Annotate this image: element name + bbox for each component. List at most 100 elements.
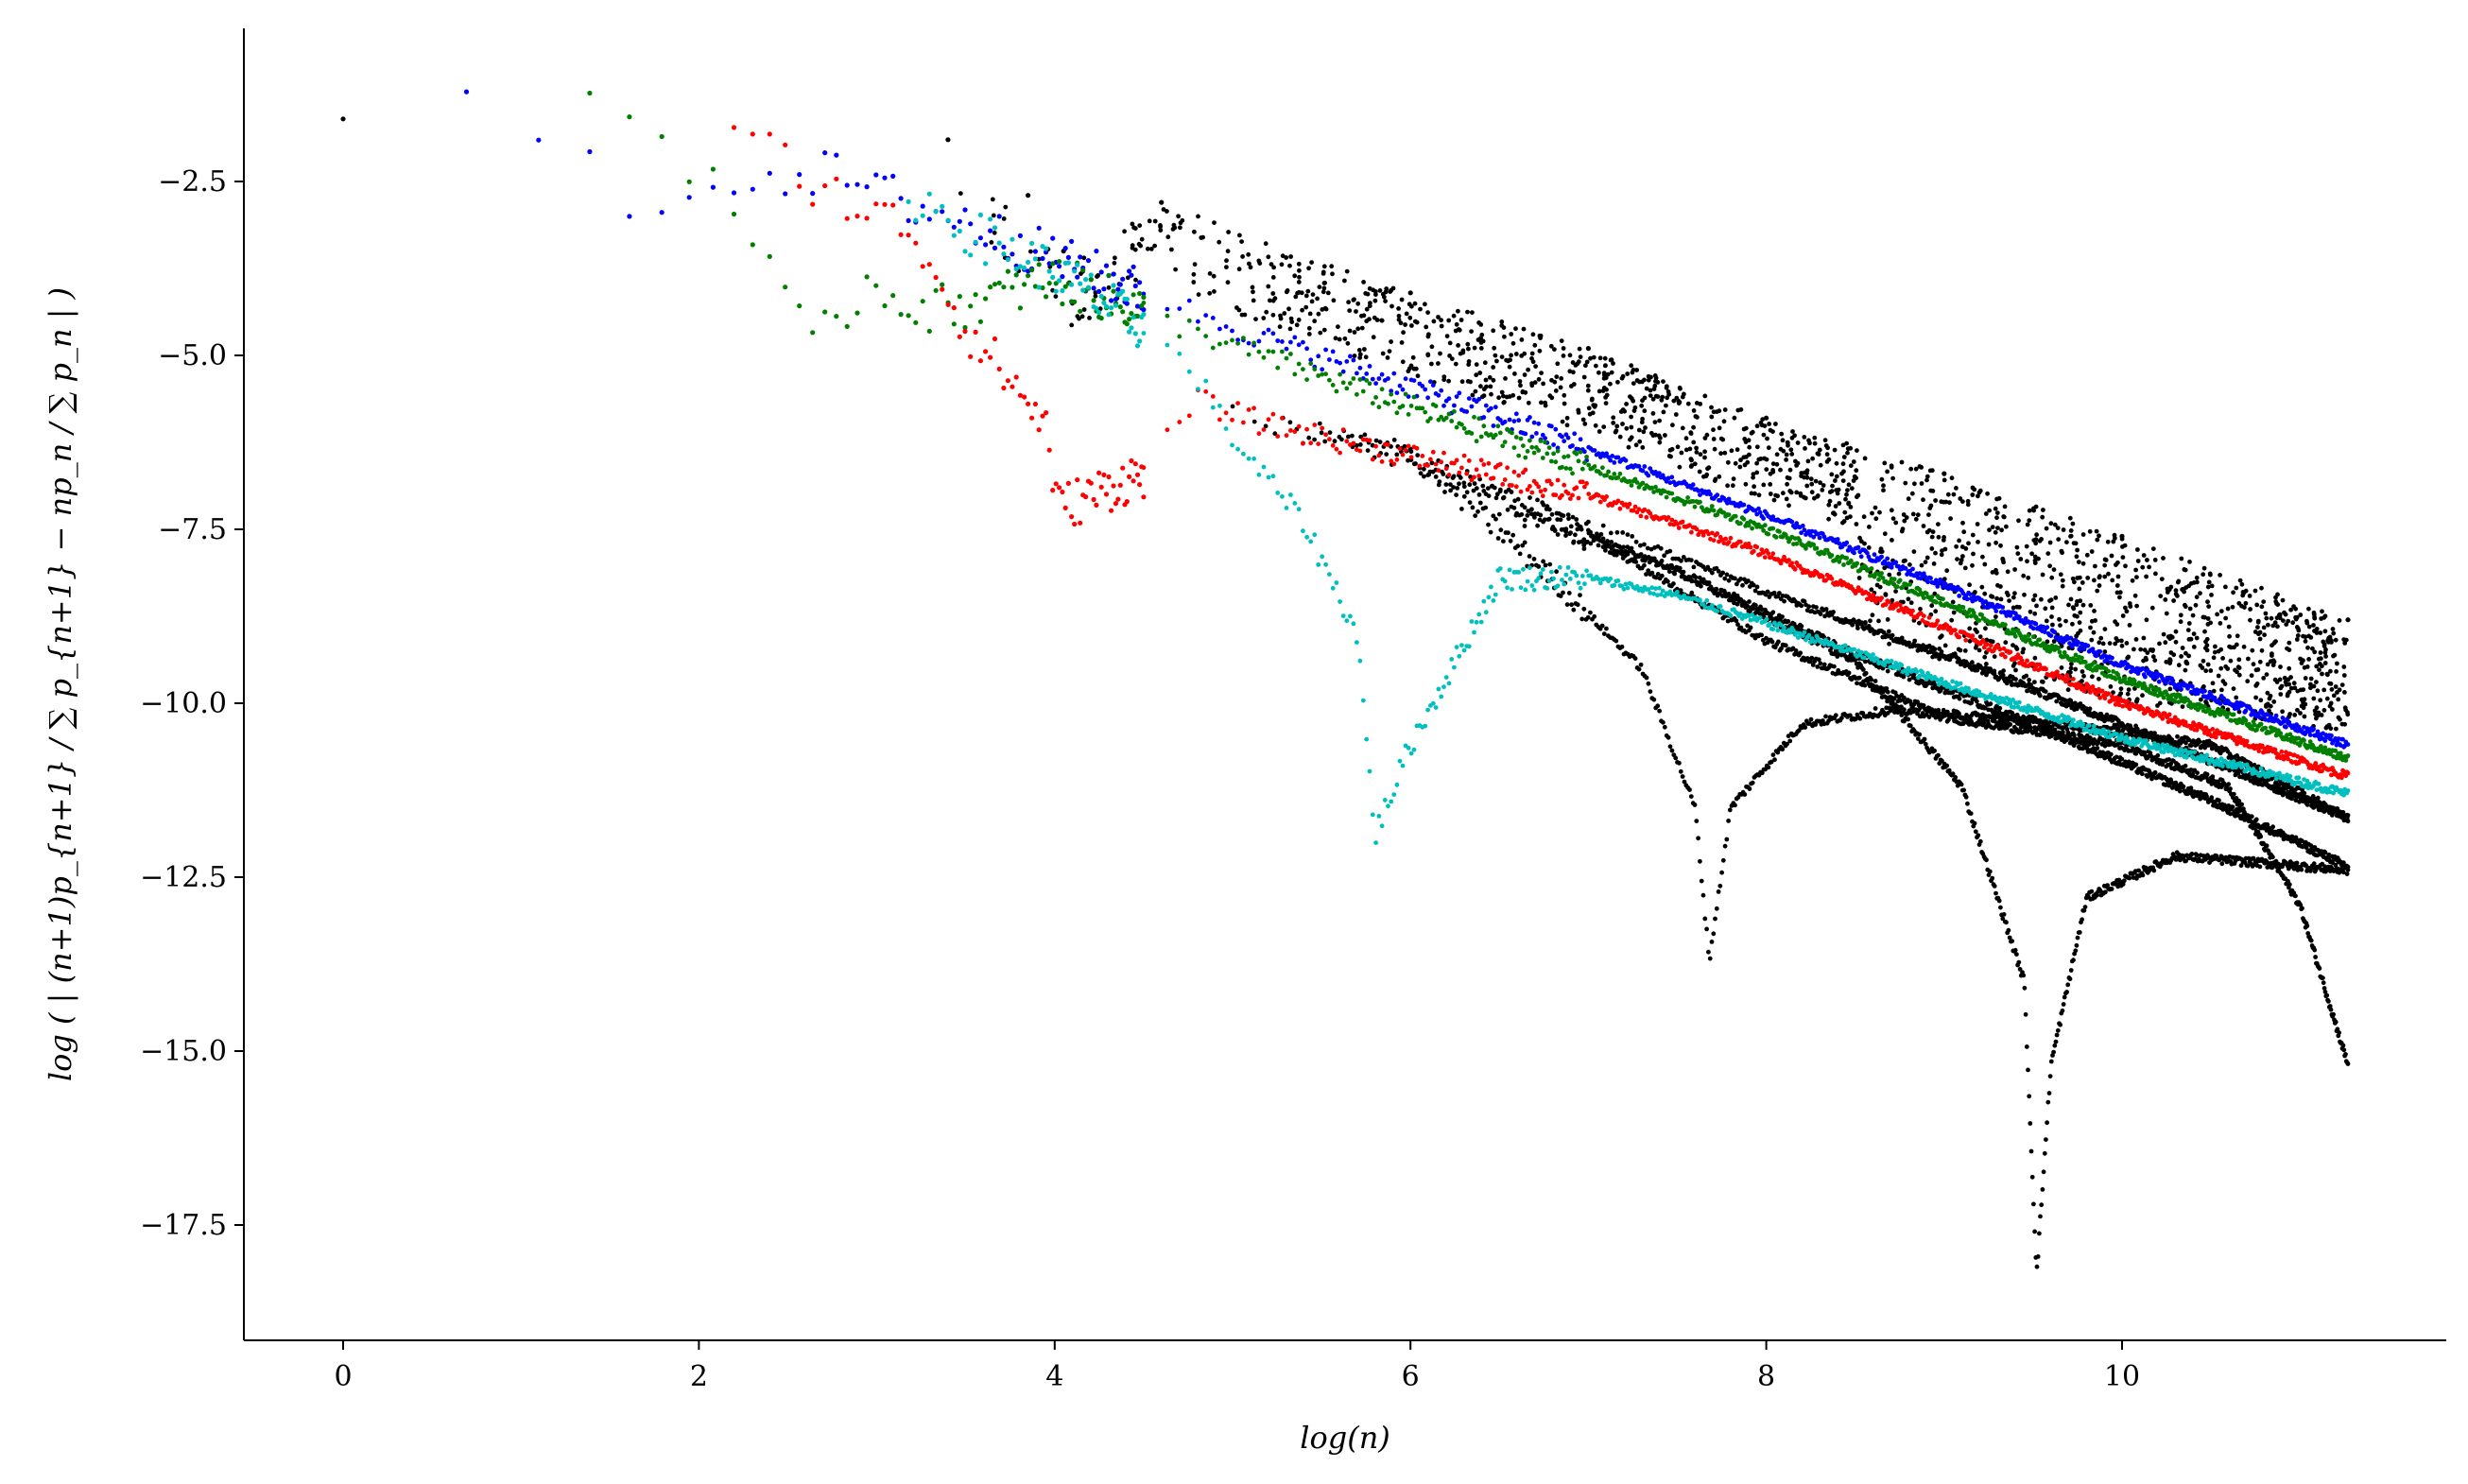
black-data-point [1246, 251, 1251, 257]
black-data-point [1533, 364, 1538, 369]
black-data-point [1644, 675, 1649, 681]
black-data-point [2183, 763, 2188, 768]
black-data-point [1796, 728, 1802, 733]
black-data-point [1493, 353, 1498, 358]
black-data-point [1939, 633, 1944, 639]
black-data-point [1237, 233, 1242, 238]
black-data-point [2318, 650, 2323, 655]
black-data-point [2097, 676, 2101, 682]
black-data-point [2131, 647, 2136, 652]
black-data-point [1650, 396, 1656, 402]
black-data-point [1562, 392, 1567, 398]
black-data-point [1453, 361, 1458, 367]
black-data-point [1576, 407, 1581, 413]
black-data-point [1344, 268, 1350, 274]
black-data-point [1609, 370, 1614, 375]
black-data-point [1264, 309, 1269, 315]
black-data-point [1870, 510, 1874, 516]
black-data-point [1648, 393, 1653, 398]
black-data-point [1377, 288, 1383, 293]
black-data-point [1461, 484, 1467, 490]
black-data-point [2075, 547, 2080, 553]
black-data-point [1982, 716, 1988, 722]
black-data-point [1136, 241, 1142, 247]
black-data-point [1879, 549, 1885, 554]
black-data-point [2097, 575, 2102, 580]
black-data-point [1347, 328, 1353, 334]
black-data-point [1564, 415, 1570, 421]
black-data-point [1456, 343, 1460, 348]
black-data-point [2321, 980, 2326, 986]
black-data-point [2073, 666, 2079, 672]
black-data-point [2029, 551, 2035, 557]
black-data-point [1350, 433, 1355, 439]
black-data-point [2012, 591, 2017, 596]
black-data-point [2270, 651, 2274, 656]
black-data-point [2053, 1039, 2059, 1044]
black-data-point [1122, 229, 1127, 234]
black-data-point [2339, 682, 2345, 687]
black-data-point [2045, 551, 2051, 556]
black-data-point [1620, 422, 1625, 426]
black-data-point [2250, 647, 2255, 653]
black-data-point [1652, 373, 1658, 378]
black-data-point [1242, 312, 1248, 318]
black-data-point [1437, 479, 1442, 484]
black-data-point [2055, 1027, 2061, 1033]
black-data-point [2107, 641, 2113, 646]
black-data-point [1762, 456, 1767, 461]
black-data-point [2205, 599, 2210, 605]
black-data-point [1970, 485, 1976, 491]
black-data-point [1936, 534, 1942, 540]
black-data-point [1962, 565, 1968, 571]
black-data-point [1530, 359, 1536, 365]
black-data-point [1404, 311, 1409, 317]
black-data-point [2157, 641, 2162, 647]
black-data-point [1269, 262, 1274, 267]
black-data-point [1496, 511, 1502, 517]
black-data-point [1957, 696, 1962, 701]
black-data-point [1357, 352, 1363, 357]
black-data-point [1994, 515, 1999, 521]
black-data-point [1798, 650, 1804, 656]
black-data-point [1995, 526, 2000, 530]
black-data-point [1886, 629, 1891, 634]
black-data-point [1698, 452, 1703, 457]
black-data-point [1483, 377, 1489, 383]
black-data-point [1574, 517, 1579, 522]
black-data-point [1766, 445, 1771, 451]
black-data-point [1309, 299, 1315, 304]
black-data-point [2291, 604, 2297, 609]
black-data-point [1596, 429, 1602, 434]
black-data-point [2203, 668, 2209, 674]
black-data-point [2115, 574, 2121, 579]
black-data-point [1935, 522, 1941, 526]
black-data-point [1809, 481, 1815, 487]
black-data-point [2286, 618, 2291, 624]
black-data-point [1704, 926, 1709, 932]
black-data-point [1602, 372, 1607, 378]
black-data-point [1555, 532, 1561, 537]
black-data-point [1575, 602, 1580, 608]
black-data-point [1711, 931, 1717, 937]
black-data-point [1780, 614, 1785, 619]
black-data-point [1536, 376, 1542, 382]
black-data-point [2253, 817, 2259, 822]
black-data-point [1176, 214, 1181, 219]
black-data-point [1567, 353, 1573, 358]
black-data-point [1714, 586, 1719, 592]
black-data-point [1786, 503, 1791, 509]
black-data-point [1415, 453, 1421, 457]
black-data-point [2066, 735, 2072, 740]
black-data-point [1866, 545, 1872, 550]
black-data-point [1882, 460, 1888, 466]
black-data-point [1507, 364, 1512, 370]
black-data-point [2342, 721, 2348, 727]
black-data-point [2058, 623, 2062, 628]
black-data-point [1396, 317, 1402, 322]
black-data-point [2188, 743, 2194, 749]
black-data-point [1896, 571, 1902, 577]
black-data-point [1287, 326, 1293, 332]
black-data-point [2319, 656, 2323, 662]
black-data-point [1821, 662, 1827, 667]
